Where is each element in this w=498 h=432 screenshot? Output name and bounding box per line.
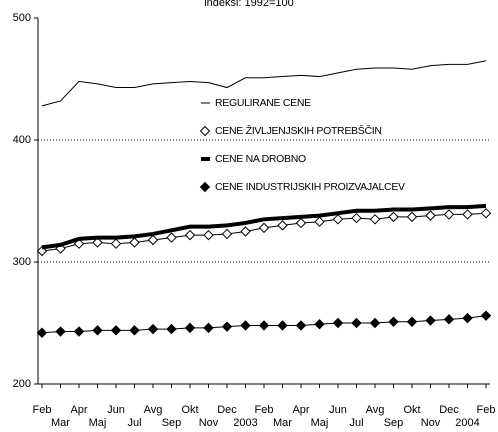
x-tick-label: Dec	[439, 404, 459, 416]
x-tick-label: Okt	[181, 404, 198, 416]
marker	[406, 316, 418, 327]
x-tick-label: Jun	[107, 404, 125, 416]
x-tick-label: Jun	[329, 404, 347, 416]
marker	[480, 207, 492, 219]
marker	[258, 222, 270, 234]
marker	[184, 322, 196, 334]
marker	[406, 211, 418, 223]
x-tick-label: Jul	[349, 417, 363, 429]
marker	[184, 229, 196, 241]
marker	[295, 320, 307, 331]
marker	[443, 209, 455, 220]
marker	[351, 212, 362, 224]
y-tick-label: 400	[13, 134, 31, 146]
x-tick-label: Jul	[127, 417, 141, 429]
marker	[277, 220, 288, 231]
marker	[332, 214, 344, 225]
marker	[73, 326, 85, 337]
marker	[462, 312, 473, 324]
marker	[147, 234, 159, 246]
x-tick-label: Avg	[144, 404, 163, 416]
x-tick-label: 2004	[455, 417, 479, 429]
x-tick-label: Dec	[217, 404, 237, 416]
marker	[295, 217, 307, 229]
marker	[443, 314, 455, 325]
marker	[166, 232, 177, 243]
marker	[480, 310, 492, 321]
x-tick-label: Nov	[199, 417, 219, 429]
x-tick-label: Okt	[403, 404, 420, 416]
marker	[369, 214, 381, 225]
marker	[166, 323, 177, 335]
marker	[221, 228, 233, 240]
x-tick-label: Maj	[89, 417, 107, 429]
marker	[203, 229, 214, 241]
marker	[129, 325, 140, 336]
x-tick-label: 2003	[233, 417, 257, 429]
series-line	[41, 60, 487, 107]
marker	[332, 317, 344, 329]
marker	[277, 320, 288, 331]
marker	[369, 317, 381, 329]
marker	[36, 327, 48, 338]
marker	[425, 315, 436, 326]
x-tick-label: Maj	[311, 417, 329, 429]
marker	[240, 226, 251, 237]
legend-symbol	[199, 125, 211, 137]
legend-label: REGULIRANE CENE	[215, 97, 311, 109]
marker	[129, 237, 140, 248]
x-tick-label: Nov	[421, 417, 441, 429]
x-tick-label: Avg	[366, 404, 385, 416]
legend-label: CENE ŽIVLJENJSKIH POTREBŠČIN	[215, 124, 382, 137]
y-tick-label: 200	[13, 378, 31, 390]
marker	[351, 317, 362, 329]
marker	[462, 209, 473, 220]
marker	[147, 323, 159, 335]
y-tick-label: 500	[13, 12, 31, 24]
x-tick-label: Apr	[70, 404, 87, 416]
x-tick-label: Sep	[162, 417, 182, 429]
marker	[425, 210, 436, 221]
marker	[203, 322, 214, 334]
x-tick-label: Feb	[33, 404, 52, 416]
legend-symbol	[199, 181, 211, 193]
x-tick-label: Apr	[292, 404, 309, 416]
marker	[110, 325, 122, 336]
legend-label: CENE INDUSTRIJSKIH PROIZVAJALCEV	[215, 181, 405, 193]
marker	[314, 216, 325, 227]
y-tick-label: 300	[13, 256, 31, 268]
marker	[55, 326, 66, 337]
marker	[314, 319, 325, 330]
x-tick-label: Mar	[273, 417, 292, 429]
marker	[388, 316, 399, 327]
marker	[110, 238, 122, 249]
legend-label: CENE NA DROBNO	[215, 153, 306, 165]
marker	[92, 237, 103, 248]
series-line	[41, 203, 487, 250]
chart-subtitle: indeksi: 1992=100	[204, 0, 294, 9]
marker	[221, 321, 233, 332]
x-tick-label: Feb	[255, 404, 274, 416]
x-tick-label: Mar	[51, 417, 70, 429]
x-tick-label: Sep	[384, 417, 404, 429]
marker	[258, 320, 270, 331]
marker	[240, 320, 251, 331]
marker	[92, 325, 103, 336]
marker	[388, 211, 399, 223]
x-tick-label: Feb	[477, 404, 496, 416]
